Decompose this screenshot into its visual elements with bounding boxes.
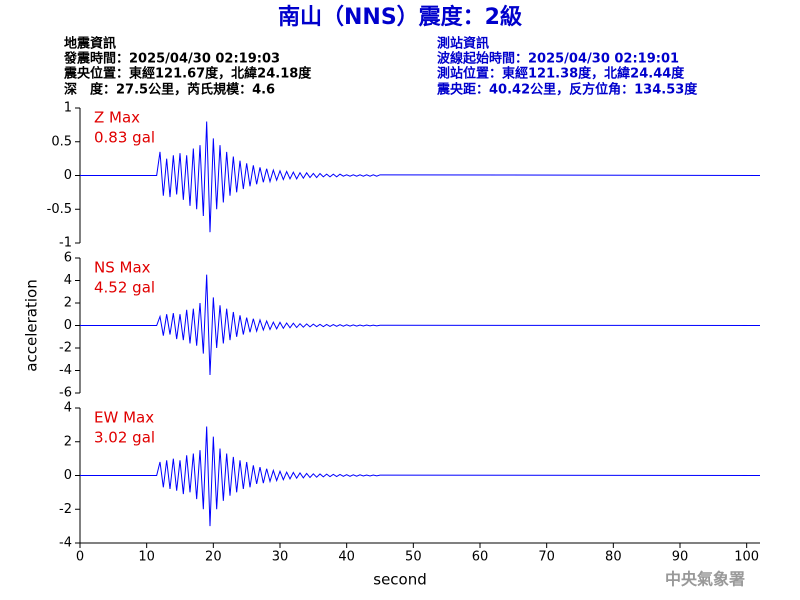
y-tick-label: 6 [64,251,72,266]
x-axis-label: second [373,571,427,589]
y-tick-label: -1 [59,236,72,251]
x-tick-label: 40 [338,550,355,565]
annotation: 4.52 gal [94,279,155,297]
footer: 中央氣象署 [665,570,745,589]
y-tick-label: 0 [64,318,72,333]
info-line: 測站資訊 [437,36,489,52]
y-tick-label: -4 [59,363,72,378]
x-tick-label: 0 [76,550,84,565]
chart-title: 南山（NNS）震度：2級 [278,4,522,30]
waveform [80,426,761,527]
y-axis-label: acceleration [23,279,41,371]
y-tick-label: -2 [59,502,72,517]
waveform [80,274,761,376]
y-tick-label: -6 [59,386,72,401]
info-line: 地震資訊 [64,36,116,52]
x-tick-label: 30 [272,550,289,565]
x-tick-label: 10 [138,550,155,565]
y-tick-label: 0.5 [51,134,72,149]
y-tick-label: 2 [64,296,72,311]
annotation: 0.83 gal [94,129,155,147]
waveform [80,121,761,233]
x-tick-label: 70 [538,550,555,565]
info-line: 深 度：27.5公里，芮氏規模：4.6 [64,82,275,98]
y-tick-label: -2 [59,341,72,356]
info-line: 測站位置：東經121.38度，北緯24.44度 [437,66,685,82]
x-tick-label: 80 [605,550,622,565]
x-tick-label: 90 [672,550,689,565]
annotation: EW Max [94,409,154,427]
annotation: NS Max [94,259,151,277]
x-tick-label: 100 [734,550,759,565]
y-tick-label: 4 [64,273,72,288]
info-line: 震央位置：東經121.67度，北緯24.18度 [63,66,312,82]
y-tick-label: -0.5 [47,202,72,217]
x-tick-label: 50 [405,550,422,565]
info-line: 發震時間：2025/04/30 02:19:03 [63,51,280,67]
y-tick-label: 0 [64,168,72,183]
y-tick-label: 2 [64,434,72,449]
annotation: 3.02 gal [94,429,155,447]
y-tick-label: 4 [64,401,72,416]
info-line: 震央距：40.42公里，反方位角：134.53度 [436,82,698,98]
y-tick-label: 1 [64,101,72,116]
y-tick-label: -4 [59,536,72,551]
x-tick-label: 60 [472,550,489,565]
x-tick-label: 20 [205,550,222,565]
y-tick-label: 0 [64,468,72,483]
info-line: 波線起始時間：2025/04/30 02:19:01 [437,51,679,67]
annotation: Z Max [94,109,140,127]
